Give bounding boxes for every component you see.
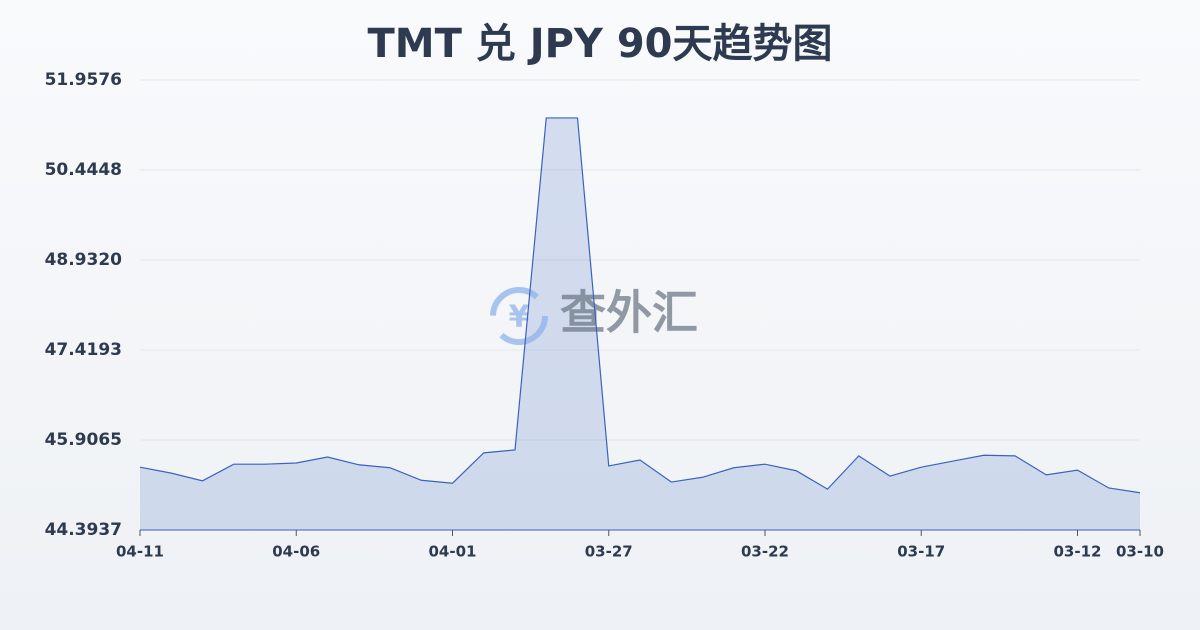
y-tick-label: 51.9576 xyxy=(45,70,122,90)
x-tick-label: 03-10 xyxy=(1116,543,1164,561)
x-tick-label: 03-12 xyxy=(1054,543,1102,561)
y-tick-label: 50.4448 xyxy=(45,160,122,180)
x-tick-label: 04-11 xyxy=(116,543,164,561)
watermark-icon-glyph: ¥ xyxy=(509,300,530,335)
y-tick-label: 47.4193 xyxy=(45,340,122,360)
area-fill xyxy=(140,117,1140,531)
y-tick-label: 48.9320 xyxy=(45,250,123,270)
x-tick-label: 03-27 xyxy=(585,543,633,561)
y-tick-label: 44.3937 xyxy=(45,520,122,540)
x-tick-label: 03-22 xyxy=(741,543,789,561)
y-tick-label: 45.9065 xyxy=(45,430,122,450)
chart-title: TMT 兑 JPY 90天趋势图 xyxy=(368,21,833,67)
x-tick-label: 04-01 xyxy=(429,543,477,561)
watermark-icon xyxy=(490,287,548,345)
line xyxy=(139,117,1141,494)
x-tick-label: 03-17 xyxy=(897,543,945,561)
watermark: ¥ 查外汇 xyxy=(490,286,698,345)
x-tick-label: 04-06 xyxy=(272,543,320,561)
watermark-text: 查外汇 xyxy=(560,286,698,340)
